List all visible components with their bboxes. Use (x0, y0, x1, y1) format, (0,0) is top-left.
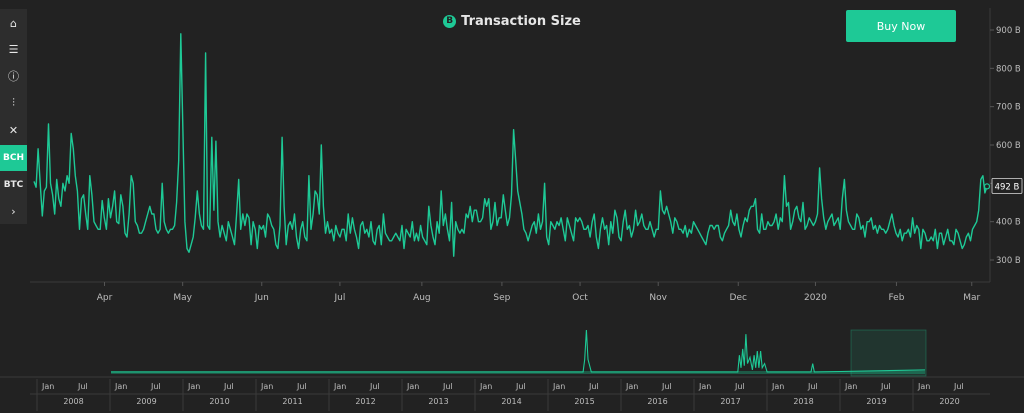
navigator-year-label: 2020 (939, 397, 959, 406)
y-tick-label: 800 B (996, 64, 1021, 74)
x-tick-label: 2020 (804, 293, 827, 303)
x-tick-label: Jun (254, 293, 269, 303)
navigator-year-label: 2008 (63, 397, 83, 406)
last-value-marker (983, 183, 991, 190)
y-tick-label: 600 B (996, 141, 1021, 151)
list-icon-glyph: ☰ (8, 42, 19, 56)
navigator-month-label: Jan (187, 382, 200, 391)
info-icon-glyph: ⓘ (8, 70, 19, 83)
navigator-month-label: Jan (114, 382, 127, 391)
sidebar: ⌂ ☰ ⓘ ⫶ ✕ BCH BTC › (0, 9, 27, 224)
navigator-year-label: 2012 (355, 397, 375, 406)
navigator-selection (850, 329, 927, 377)
sidebar-item-btc[interactable]: BTC (0, 172, 27, 198)
navigator-month-label: Jul (150, 382, 161, 391)
sidebar-item-label: BCH (3, 153, 24, 163)
chevron-right-icon-glyph: › (11, 204, 16, 218)
navigator-month-label: Jul (588, 382, 599, 391)
current-value-label: 492 B (995, 182, 1020, 192)
navigator-month-label: Jan (844, 382, 857, 391)
sliders-icon[interactable]: ⫶ (0, 90, 27, 116)
navigator-month-label: Jul (515, 382, 526, 391)
navigator-month-label: Jan (260, 382, 273, 391)
sliders-icon-glyph: ⫶ (12, 96, 15, 109)
navigator-month-label: Jul (223, 382, 234, 391)
sidebar-item-bch[interactable]: BCH (0, 145, 27, 171)
navigator-year-label: 2013 (428, 397, 448, 406)
x-tick-label: Sep (493, 293, 510, 303)
navigator-month-label: Jul (296, 382, 307, 391)
navigator-year-label: 2017 (720, 397, 740, 406)
x-tick-label: Feb (888, 293, 904, 303)
tools-icon-glyph: ✕ (8, 123, 19, 137)
navigator-month-label: Jan (625, 382, 638, 391)
chart-title: B Transaction Size (443, 14, 581, 29)
home-icon-glyph: ⌂ (10, 16, 17, 30)
current-value-box (991, 177, 1023, 194)
navigator-year-label: 2010 (209, 397, 229, 406)
y-tick-label: 900 B (996, 26, 1021, 36)
navigator-series-line (111, 329, 926, 373)
y-tick-label: 700 B (996, 103, 1021, 113)
navigator-month-label: Jul (807, 382, 818, 391)
chart-title-bar: B Transaction Size (0, 8, 1024, 29)
navigator-month-label: Jan (41, 382, 54, 391)
navigator-month-label: Jul (661, 382, 672, 391)
y-tick-label: 400 B (996, 218, 1021, 228)
navigator-month-label: Jul (77, 382, 88, 391)
chevron-right-icon[interactable]: › (0, 198, 27, 224)
navigator-month-label: Jan (479, 382, 492, 391)
x-tick-label: Nov (649, 293, 667, 303)
home-icon[interactable]: ⌂ (0, 10, 27, 36)
navigator-year-label: 2019 (866, 397, 886, 406)
navigator-month-label: Jul (734, 382, 745, 391)
x-tick-label: Oct (572, 293, 588, 303)
navigator-month-label: Jul (442, 382, 453, 391)
x-tick-label: Aug (413, 293, 431, 303)
info-icon[interactable]: ⓘ (0, 63, 27, 89)
navigator-year-label: 2014 (501, 397, 521, 406)
navigator-year-label: 2015 (574, 397, 594, 406)
tools-icon[interactable]: ✕ (0, 117, 27, 143)
navigator-month-label: Jul (880, 382, 891, 391)
series-line (33, 33, 988, 257)
y-tick-label: 300 B (996, 256, 1021, 266)
y-tick-label: 500 B (996, 179, 1021, 189)
navigator-month-label: Jul (369, 382, 380, 391)
navigator-month-label: Jan (333, 382, 346, 391)
navigator-month-label: Jan (771, 382, 784, 391)
navigator-year-label: 2016 (647, 397, 667, 406)
navigator-baseline-area (111, 371, 925, 374)
navigator-month-label: Jul (953, 382, 964, 391)
page-title: Transaction Size (461, 13, 581, 29)
list-icon[interactable]: ☰ (0, 36, 27, 62)
navigator-month-label: Jan (917, 382, 930, 391)
navigator-year-label: 2009 (136, 397, 156, 406)
x-tick-label: Mar (963, 293, 980, 303)
x-tick-label: Jul (333, 293, 345, 303)
navigator-month-label: Jan (406, 382, 419, 391)
navigator-year-label: 2018 (793, 397, 813, 406)
navigator-year-label: 2011 (282, 397, 302, 406)
x-tick-label: Dec (730, 293, 747, 303)
bitcoin-cash-logo-icon: B (443, 14, 457, 28)
navigator-month-label: Jan (552, 382, 565, 391)
buy-now-button[interactable]: Buy Now (846, 10, 956, 42)
navigator-month-label: Jan (698, 382, 711, 391)
sidebar-item-label: BTC (3, 180, 24, 190)
x-tick-label: May (173, 293, 192, 303)
x-tick-label: Apr (97, 293, 113, 303)
